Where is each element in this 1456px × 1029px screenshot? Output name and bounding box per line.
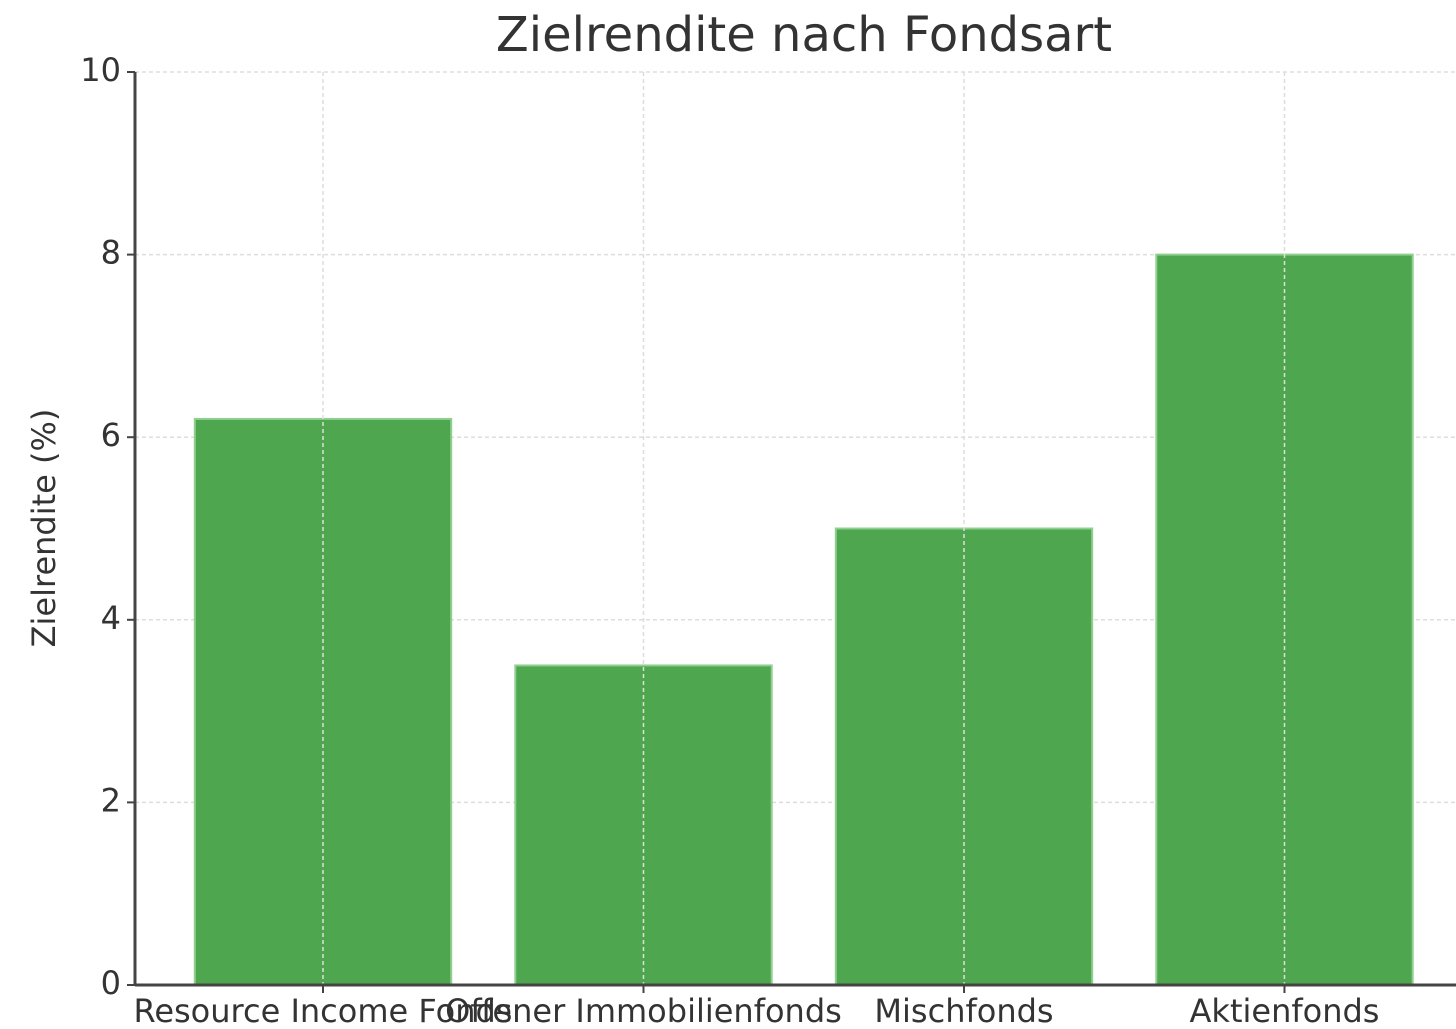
y-tick-label: 0 — [101, 964, 121, 1002]
y-axis-label: Zielrendite (%) — [25, 409, 63, 648]
y-tick-label: 10 — [80, 51, 121, 89]
y-tick-label: 6 — [101, 416, 121, 454]
x-tick-label: Resource Income Fonds — [134, 992, 513, 1029]
chart-title: Zielrendite nach Fondsart — [496, 7, 1112, 63]
bar — [514, 664, 773, 986]
x-tick-label: Offener Immobilienfonds — [445, 992, 842, 1029]
y-tick-label: 2 — [101, 781, 121, 819]
x-tick-label: Mischfonds — [874, 992, 1053, 1029]
x-tick-label: Aktienfonds — [1190, 992, 1380, 1029]
y-tick-label: 4 — [101, 599, 121, 637]
y-tick-label: 8 — [101, 234, 121, 272]
bar — [834, 527, 1094, 986]
